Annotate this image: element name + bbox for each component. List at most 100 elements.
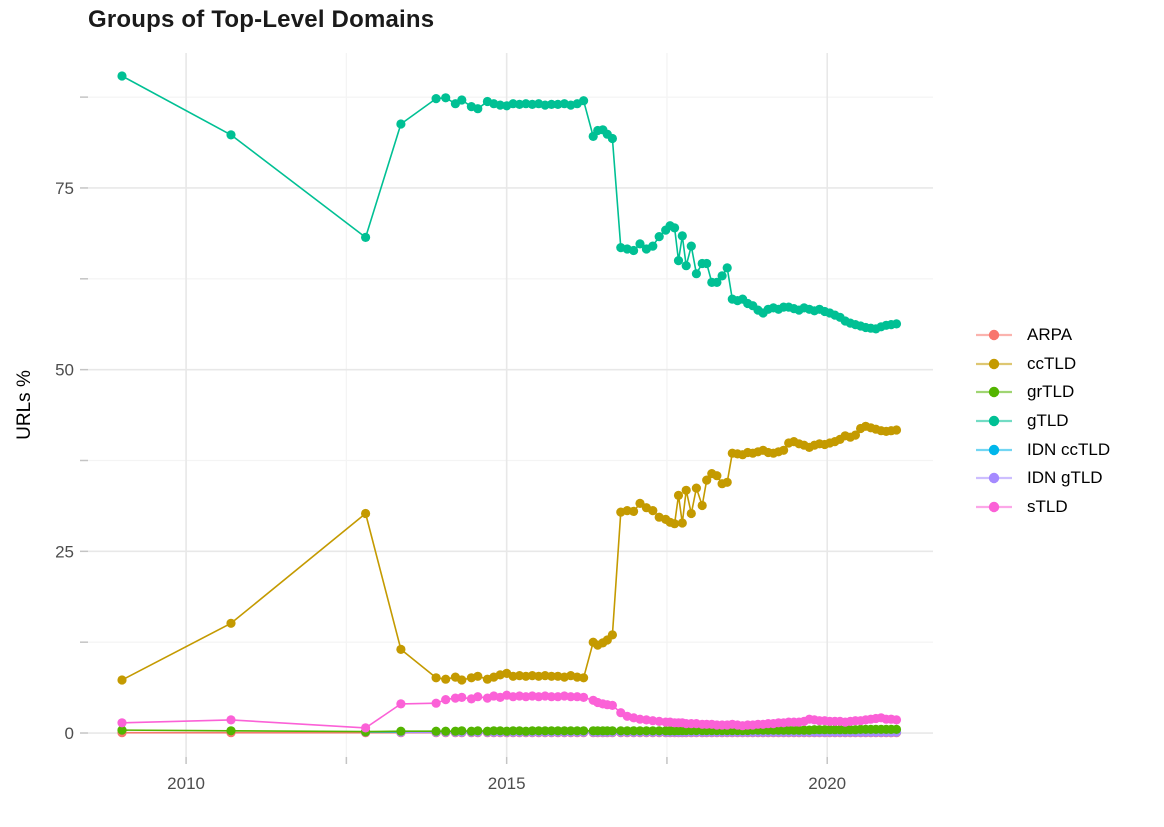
series-point-grtld — [641, 726, 652, 736]
series-point-gtld — [648, 241, 658, 251]
series-point-cctld — [681, 485, 691, 495]
series-point-cctld — [473, 671, 483, 681]
legend-key-icon-idn-cctld — [976, 444, 1012, 455]
series-point-stld — [607, 700, 618, 711]
series-point-grtld — [566, 726, 576, 736]
series-point-stld — [457, 692, 467, 703]
legend-key-icon-arpa — [976, 330, 1012, 341]
series-point-cctld — [691, 483, 702, 493]
series-point-gtld — [457, 95, 467, 105]
series-point-grtld — [572, 726, 582, 736]
legend-label-arpa: ARPA — [1027, 325, 1073, 345]
series-point-gtld — [654, 232, 664, 242]
series-point-gtld — [686, 241, 696, 251]
series-point-cctld — [117, 675, 127, 685]
series-point-grtld — [527, 726, 537, 736]
y-axis-title: URLs % — [14, 370, 35, 440]
series-point-grtld — [226, 726, 236, 736]
legend-key-icon-grtld — [976, 387, 1012, 398]
legend: ARPA ccTLD grTLD gTLD IDN ccTLD IDN gTLD sTLD — [975, 321, 1110, 521]
legend-label-idn-gtld: IDN gTLD — [1027, 468, 1103, 488]
series-point-grtld — [117, 725, 127, 735]
series-point-gtld — [441, 93, 451, 103]
series-point-gtld — [117, 71, 127, 81]
series-point-stld — [117, 718, 127, 728]
series-point-grtld — [457, 726, 467, 736]
series-point-cctld — [712, 471, 722, 481]
x-tick-label: 2010 — [167, 774, 205, 793]
series-point-cctld — [673, 490, 684, 500]
legend-entry-arpa: ARPA — [975, 321, 1110, 350]
series-point-cctld — [722, 477, 732, 487]
y-tick-label: 50 — [55, 361, 74, 380]
series-point-gtld — [546, 99, 557, 109]
legend-key-icon-stld — [976, 501, 1012, 513]
series-point-grtld — [396, 726, 406, 736]
series-point-gtld — [635, 239, 645, 249]
series-point-cctld — [607, 630, 618, 640]
series-point-cctld — [226, 618, 236, 628]
series-point-grtld — [607, 726, 618, 736]
series-point-grtld — [553, 726, 563, 736]
series-point-grtld — [534, 726, 544, 736]
y-tick-label: 25 — [55, 542, 74, 561]
legend-label-gtld: gTLD — [1027, 411, 1069, 431]
series-point-gtld — [226, 130, 236, 140]
series-point-stld — [566, 692, 576, 702]
series-point-gtld — [717, 271, 727, 281]
legend-entry-idn-gtld: IDN gTLD — [975, 464, 1110, 493]
series-point-stld — [441, 695, 451, 705]
legend-key-icon-idn-gtld — [976, 473, 1012, 484]
series-point-cctld — [441, 674, 451, 684]
series-point-cctld — [702, 475, 712, 485]
series-point-grtld — [431, 726, 441, 736]
series-point-gtld — [691, 269, 702, 279]
legend-label-cctld: ccTLD — [1027, 353, 1077, 373]
series-point-stld — [473, 692, 483, 702]
series-point-stld — [361, 723, 371, 733]
series-point-grtld — [489, 726, 499, 736]
series-point-grtld — [540, 726, 550, 736]
series-point-stld — [891, 715, 902, 725]
series-point-cctld — [677, 518, 687, 528]
series-point-cctld — [579, 673, 589, 683]
series-point-cctld — [457, 675, 467, 685]
legend-label-grtld: grTLD — [1027, 382, 1075, 402]
series-point-gtld — [473, 104, 483, 114]
series-point-cctld — [361, 508, 371, 519]
series-point-stld — [579, 692, 589, 703]
chart-title: Groups of Top-Level Domains — [88, 6, 435, 33]
legend-label-stld: sTLD — [1027, 496, 1068, 516]
series-point-cctld — [697, 500, 707, 511]
series-point-gtld — [396, 119, 406, 129]
series-point-gtld — [891, 319, 902, 329]
series-point-grtld — [622, 726, 632, 736]
legend-label-idn-cctld: IDN ccTLD — [1027, 439, 1111, 459]
x-tick-label: 2020 — [808, 774, 846, 793]
series-point-grtld — [508, 726, 518, 736]
series-point-cctld — [396, 644, 406, 655]
y-tick-label: 75 — [55, 179, 74, 198]
series-point-cctld — [686, 508, 696, 519]
series-point-gtld — [361, 232, 371, 242]
series-point-cctld — [629, 506, 639, 516]
series-point-cctld — [431, 673, 441, 683]
legend-key-icon-cctld — [976, 358, 1012, 370]
series-point-cctld — [670, 519, 680, 529]
legend-entry-gtld: gTLD — [975, 407, 1110, 436]
series-point-stld — [431, 698, 441, 708]
series-point-grtld — [579, 726, 589, 736]
series-point-grtld — [616, 726, 626, 736]
legend-key-icon-gtld — [976, 415, 1012, 427]
series-point-grtld — [559, 726, 570, 736]
series-point-gtld — [431, 94, 441, 104]
series-point-grtld — [441, 726, 451, 736]
series-point-gtld — [702, 258, 712, 269]
series-point-gtld — [681, 261, 691, 271]
x-tick-label: 2015 — [488, 774, 526, 793]
series-point-gtld — [712, 277, 722, 287]
series-point-stld — [396, 699, 406, 709]
series-point-cctld — [850, 430, 861, 440]
series-point-cctld — [891, 425, 902, 435]
series-point-stld — [546, 692, 557, 702]
